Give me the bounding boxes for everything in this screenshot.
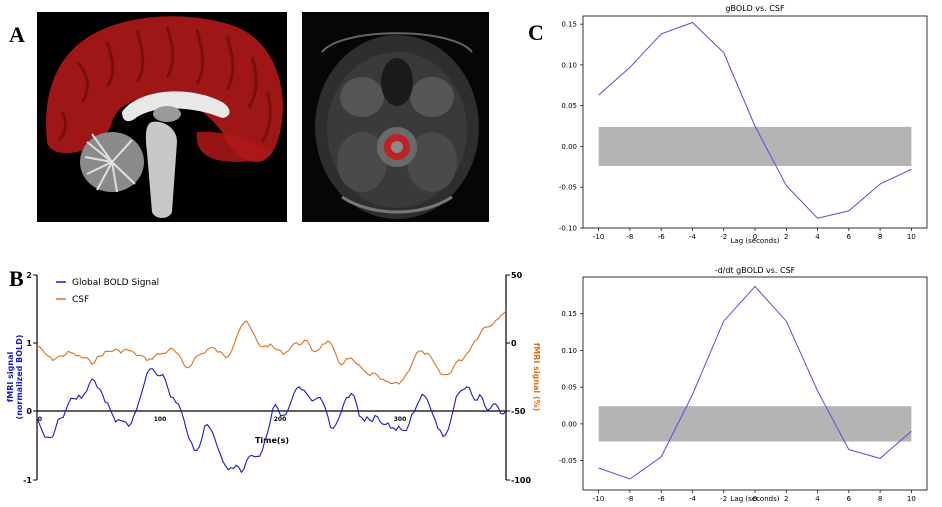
x-tick-label: -6: [658, 495, 666, 503]
y-tick-label: 0.00: [561, 143, 577, 151]
derivative-gbold-vs-csf-chart: -d/dt gBOLD vs. CSF Lag (seconds) -10 -8 -…: [559, 266, 928, 503]
x-tick-label: 8: [878, 495, 882, 503]
left-tick: 1: [26, 339, 32, 348]
panel-label-b: B: [9, 266, 24, 291]
x-tick-label: -2: [720, 233, 727, 241]
panel-label-c: C: [528, 20, 544, 45]
legend-csf-label: CSF: [72, 295, 89, 305]
x-tick-label: 6: [847, 233, 852, 241]
x-axis-label: Lag (seconds): [731, 495, 780, 503]
right-tick: -50: [511, 407, 526, 416]
x-tick-label: -8: [626, 233, 633, 241]
left-tick: 0: [26, 407, 32, 416]
x-axis-label: Lag (seconds): [731, 237, 780, 245]
csf-signal-line: [36, 310, 507, 385]
y-tick-label: -0.05: [559, 457, 577, 465]
x-tick-label: -10: [593, 495, 604, 503]
axial-slice-image: [302, 12, 489, 222]
x-tick-label: 10: [907, 495, 916, 503]
x-axis-label: Time(s): [255, 436, 289, 445]
chart-title: gBOLD vs. CSF: [725, 4, 785, 13]
x-tick-label: 0: [753, 495, 757, 503]
x-tick: 100: [154, 416, 167, 423]
correlation-line: [598, 21, 912, 219]
x-tick-label: 4: [815, 233, 820, 241]
sagittal-brain-image: [37, 12, 287, 222]
y-tick-label: 0.10: [561, 347, 577, 355]
y-tick-label: 0.15: [561, 310, 577, 318]
x-tick-label: -10: [593, 233, 604, 241]
x-tick: 200: [274, 416, 287, 423]
right-tick: 50: [511, 271, 523, 280]
y-tick-label: -0.10: [559, 225, 577, 233]
y-tick-label: -0.05: [559, 184, 577, 192]
legend-bold-label: Global BOLD Signal: [72, 278, 159, 288]
x-tick-label: 8: [878, 233, 882, 241]
y-tick-label: 0.15: [561, 21, 577, 29]
x-tick: 300: [394, 416, 407, 423]
x-tick-label: 6: [847, 495, 852, 503]
y-tick-label: 0.00: [561, 420, 577, 428]
x-tick-label: 0: [753, 233, 757, 241]
x-tick: 0: [38, 416, 42, 423]
x-tick-label: -8: [626, 495, 633, 503]
y-tick-label: 0.10: [561, 61, 577, 69]
right-y-label: fMRI signal (%): [532, 343, 541, 412]
left-tick: 2: [26, 271, 32, 280]
significance-band: [598, 126, 912, 167]
panel-b-timeseries: 2 1 0 -1 50 0 -50 -100 0 100 200 300 Tim…: [6, 271, 541, 485]
right-tick: 0: [511, 339, 517, 348]
y-tick-label: 0.05: [561, 102, 577, 110]
correlation-line: [598, 285, 912, 480]
x-tick-label: 2: [784, 495, 788, 503]
left-y-label-1: fMRI signal: [6, 352, 15, 403]
global-bold-signal-line: [36, 368, 507, 474]
x-tick-label: 2: [784, 233, 788, 241]
y-tick-label: 0.05: [561, 384, 577, 392]
x-tick-label: -4: [689, 495, 697, 503]
plot-frame: [582, 15, 928, 229]
x-tick-label: -4: [689, 233, 697, 241]
x-tick-label: 4: [815, 495, 820, 503]
gbold-vs-csf-chart: gBOLD vs. CSF Lag (seconds) -10 -8 -6 -4 -2 0…: [559, 4, 928, 245]
left-y-label-2: (normalized BOLD): [15, 335, 24, 420]
significance-band: [598, 406, 912, 442]
x-tick-label: 10: [907, 233, 916, 241]
right-tick: -100: [511, 476, 531, 485]
x-tick-label: -6: [658, 233, 666, 241]
chart-title: -d/dt gBOLD vs. CSF: [715, 266, 796, 275]
panel-label-a: A: [9, 22, 25, 47]
left-tick: -1: [23, 476, 32, 485]
x-tick-label: -2: [720, 495, 727, 503]
plot-frame: [582, 276, 928, 491]
